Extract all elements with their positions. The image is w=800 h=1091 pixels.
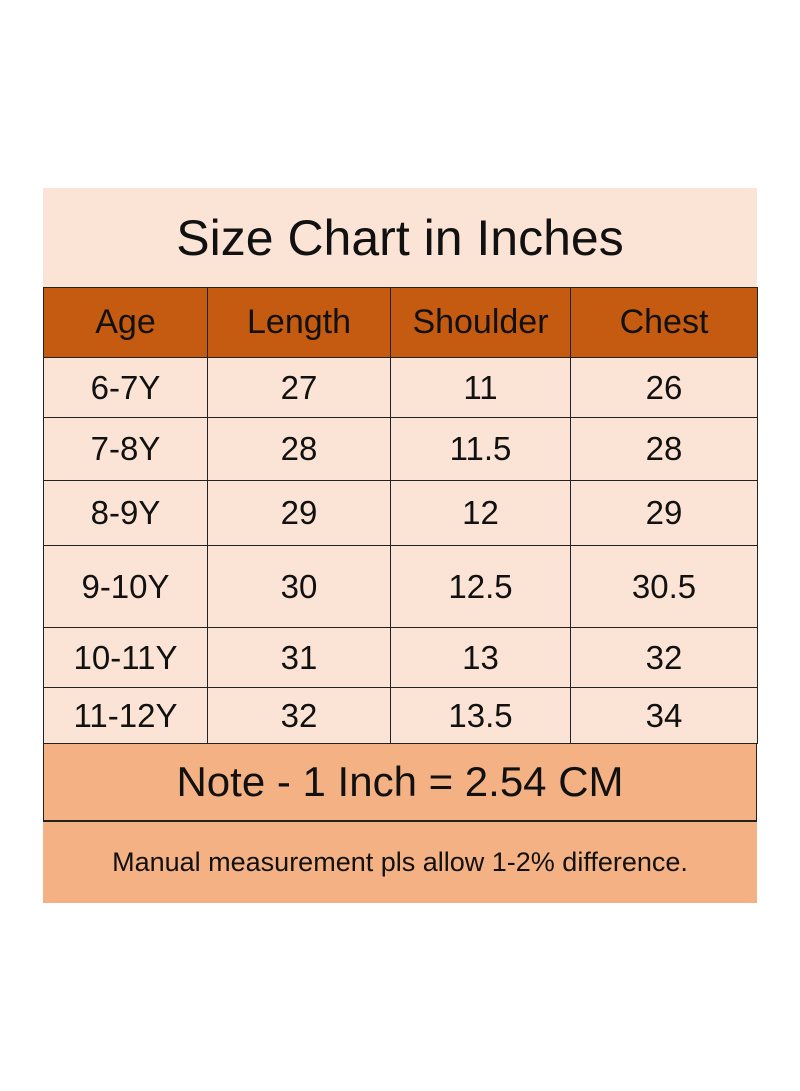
measure-cell: 28: [207, 417, 391, 481]
measure-cell: 32: [207, 687, 391, 744]
measure-cell: 27: [207, 357, 391, 418]
measure-cell: 34: [570, 687, 758, 744]
note: Note - 1 Inch = 2.54 CM: [43, 743, 757, 822]
measure-cell: 29: [570, 480, 758, 546]
age-cell: 10-11Y: [43, 627, 208, 688]
measure-cell: 12: [390, 480, 571, 546]
measure-cell: 11.5: [390, 417, 571, 481]
measure-cell: 28: [570, 417, 758, 481]
age-cell: 8-9Y: [43, 480, 208, 546]
column-header: Shoulder: [390, 287, 571, 358]
measure-cell: 30.5: [570, 545, 758, 628]
age-cell: 6-7Y: [43, 357, 208, 418]
column-header: Length: [207, 287, 391, 358]
column-header: Age: [43, 287, 208, 358]
measure-cell: 11: [390, 357, 571, 418]
age-cell: 11-12Y: [43, 687, 208, 744]
measure-cell: 32: [570, 627, 758, 688]
measure-cell: 31: [207, 627, 391, 688]
footer-note: Manual measurement pls allow 1-2% differ…: [43, 822, 757, 903]
column-header: Chest: [570, 287, 758, 358]
age-cell: 9-10Y: [43, 545, 208, 628]
chart-title: Size Chart in Inches: [43, 188, 757, 287]
measure-cell: 30: [207, 545, 391, 628]
measure-cell: 13.5: [390, 687, 571, 744]
measure-cell: 29: [207, 480, 391, 546]
measure-cell: 26: [570, 357, 758, 418]
age-cell: 7-8Y: [43, 417, 208, 481]
measure-cell: 13: [390, 627, 571, 688]
measure-cell: 12.5: [390, 545, 571, 628]
